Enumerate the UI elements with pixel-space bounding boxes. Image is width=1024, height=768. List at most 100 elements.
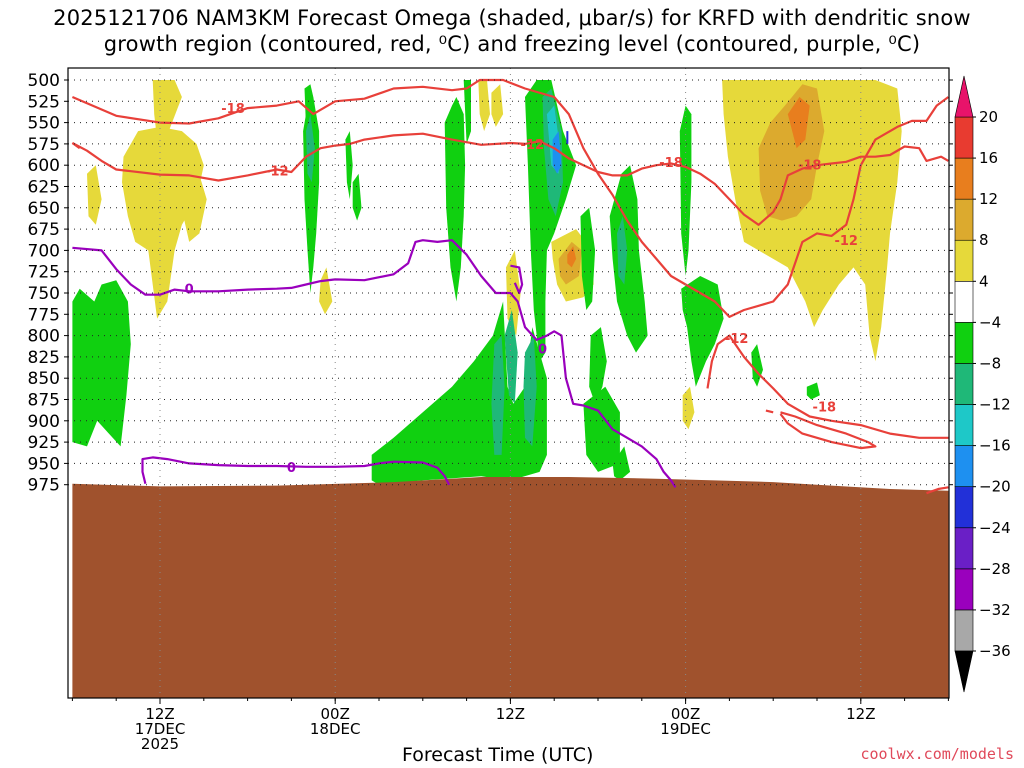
omega-region-20 xyxy=(352,173,362,221)
y-tick-label-16: 900 xyxy=(28,412,60,432)
omega-region-41 xyxy=(552,131,562,174)
credit-text: coolwx.com/models xyxy=(860,745,1014,763)
omega-region-14 xyxy=(567,246,577,268)
x-tick-label-0-2: 2025 xyxy=(141,735,179,753)
colorbar-label-6: −8 xyxy=(979,354,1001,372)
y-tick-label-9: 725 xyxy=(28,263,60,283)
y-tick-label-12: 800 xyxy=(28,327,60,347)
colorbar-box-10 xyxy=(954,198,974,241)
y-tick-label-0: 500 xyxy=(28,71,60,91)
y-tick-label-1: 525 xyxy=(28,92,60,112)
colorbar-box-12 xyxy=(954,116,974,159)
contour-label-2: -12 xyxy=(521,138,545,153)
y-tick-label-18: 950 xyxy=(28,454,60,474)
colorbar-top-arrow xyxy=(954,75,974,118)
x-tick-label-0-0: 12Z xyxy=(145,705,174,723)
dgz-contour-1 xyxy=(71,132,949,226)
chart-title-line1: 2025121706 NAM3KM Forecast Omega (shaded… xyxy=(53,6,971,30)
colorbar-label-7: −12 xyxy=(979,396,1011,414)
colorbar-box-7 xyxy=(954,322,974,364)
colorbar-box-9 xyxy=(954,239,974,282)
omega-region-24 xyxy=(525,80,577,362)
omega-region-16 xyxy=(72,280,131,447)
colorbar-label-2: 12 xyxy=(979,190,998,208)
dgz-contour-4 xyxy=(779,411,877,450)
omega-region-30 xyxy=(679,105,692,276)
omega-region-4 xyxy=(87,165,102,225)
surface-terrain xyxy=(72,477,949,698)
colorbar-label-11: −28 xyxy=(979,560,1011,578)
omega-region-10 xyxy=(682,386,695,430)
contour-label-9: 0 xyxy=(538,342,547,357)
omega-region-3 xyxy=(181,165,207,242)
colorbar-label-13: −36 xyxy=(979,642,1011,660)
omega-region-33 xyxy=(806,382,820,400)
colorbar-label-8: −16 xyxy=(979,437,1011,455)
y-tick-label-17: 925 xyxy=(28,433,60,453)
omega-region-19 xyxy=(345,131,353,200)
x-tick-label-1-0: 00Z xyxy=(321,705,350,723)
y-tick-label-15: 875 xyxy=(28,391,60,411)
omega-region-38 xyxy=(523,335,537,447)
contour-label-7: -18 xyxy=(813,400,837,415)
omega-region-29 xyxy=(612,446,631,481)
omega-region-21 xyxy=(444,97,466,302)
colorbar-box-6 xyxy=(954,363,974,405)
omega-region-8 xyxy=(506,250,521,336)
colorbar-box-5 xyxy=(954,404,974,446)
omega-region-6 xyxy=(478,80,490,132)
y-tick-label-8: 700 xyxy=(28,241,60,261)
omega-region-39 xyxy=(617,216,628,285)
colorbar-label-9: −20 xyxy=(979,478,1011,496)
x-tick-label-1-1: 18DEC xyxy=(310,720,361,738)
x-tick-label-3-1: 19DEC xyxy=(660,720,711,738)
contour-label-6: -12 xyxy=(725,332,749,347)
y-tick-label-19: 975 xyxy=(28,476,60,496)
colorbar-label-3: 8 xyxy=(979,231,989,249)
omega-region-32 xyxy=(751,344,763,387)
colorbar-label-4: 4 xyxy=(979,272,989,290)
colorbar-label-1: 16 xyxy=(979,149,998,167)
y-tick-label-4: 600 xyxy=(28,156,60,176)
omega-region-23 xyxy=(371,301,547,485)
y-tick-label-7: 675 xyxy=(28,220,60,240)
omega-region-28 xyxy=(609,165,648,353)
contour-label-0: -18 xyxy=(221,102,245,117)
contour-label-1: -12 xyxy=(265,164,289,179)
dgz-contour-2 xyxy=(71,142,81,150)
colorbar-box-2 xyxy=(954,527,974,570)
omega-region-36 xyxy=(504,310,518,404)
colorbar-box-4 xyxy=(954,445,974,487)
contour-label-8: 0 xyxy=(185,283,194,298)
y-tick-label-13: 825 xyxy=(28,348,60,368)
y-tick-label-11: 775 xyxy=(28,305,60,325)
omega-region-2 xyxy=(152,80,182,140)
dgz-contour-5 xyxy=(765,409,774,414)
x-axis-title: Forecast Time (UTC) xyxy=(402,744,594,766)
colorbar-bottom-arrow xyxy=(954,650,974,693)
colorbar-box-1 xyxy=(954,568,974,611)
omega-region-31 xyxy=(681,276,724,387)
omega-region-26 xyxy=(589,327,607,404)
y-tick-label-6: 650 xyxy=(28,199,60,219)
omega-region-22 xyxy=(463,80,471,144)
colorbar-box-0 xyxy=(954,609,974,652)
colorbar-box-11 xyxy=(954,157,974,200)
freezing-level-contour-0 xyxy=(72,239,677,488)
x-tick-label-2-0: 12Z xyxy=(496,705,525,723)
contour-label-10: 0 xyxy=(287,461,296,476)
contour-label-4: -18 xyxy=(798,158,822,173)
colorbar-box-3 xyxy=(954,486,974,529)
colorbar-label-5: −4 xyxy=(979,313,1001,331)
chart-title-line2: growth region (contoured, red, ⁰C) and f… xyxy=(103,32,921,56)
omega-region-25 xyxy=(580,207,596,310)
colorbar-box-8 xyxy=(954,281,974,323)
colorbar-label-0: 20 xyxy=(979,108,998,126)
contour-label-3: -18 xyxy=(659,156,683,171)
omega-region-37 xyxy=(491,335,505,455)
y-tick-label-14: 850 xyxy=(28,369,60,389)
colorbar-label-10: −24 xyxy=(979,519,1011,537)
omega-region-7 xyxy=(491,84,504,127)
omega-region-15 xyxy=(787,97,810,149)
